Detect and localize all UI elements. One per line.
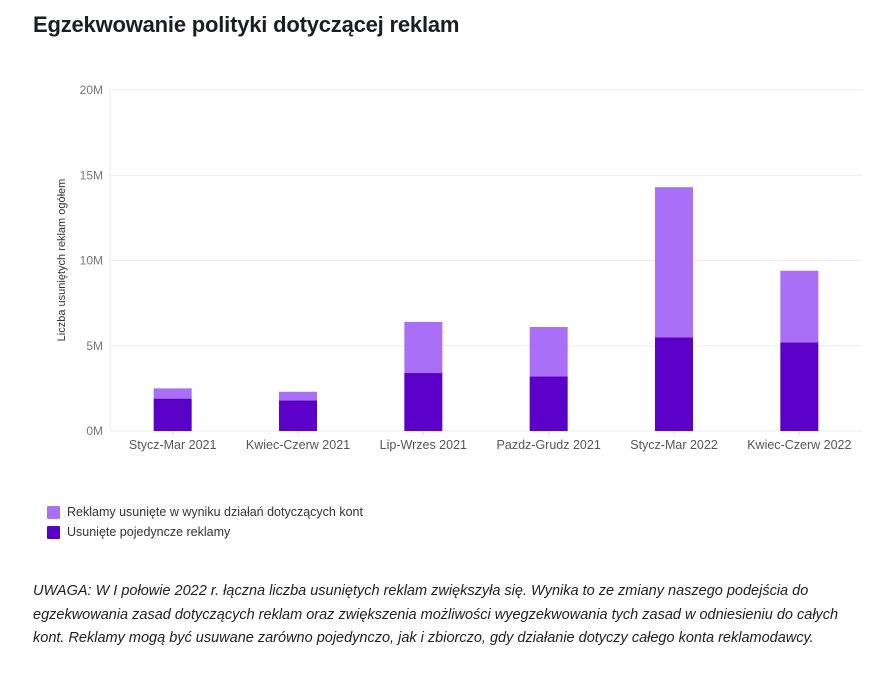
legend-item-single-ads[interactable]: Usunięte pojedyncze reklamy: [47, 522, 363, 542]
x-tick-label: Kwiec-Czerw 2022: [747, 438, 851, 452]
x-tick-label: Lip-Wrzes 2021: [380, 438, 467, 452]
legend-swatch-single-ads: [47, 525, 60, 539]
note-text: UWAGA: W I połowie 2022 r. łączna liczba…: [33, 583, 839, 646]
y-axis-ticks: 0M 5M 10M 15M 20M: [80, 83, 103, 438]
bar-segment[interactable]: [404, 321, 443, 374]
chart-title: Egzekwowanie polityki dotyczącej reklam: [33, 12, 460, 37]
bar-segment[interactable]: [780, 270, 819, 343]
bar-segment[interactable]: [279, 400, 317, 431]
bar-segment[interactable]: [529, 326, 568, 377]
legend-swatch-accounts: [47, 505, 60, 519]
bar-segment[interactable]: [404, 373, 443, 431]
legend-label-single-ads: Usunięte pojedyncze reklamy: [67, 525, 231, 539]
x-tick-label: Stycz-Mar 2021: [129, 438, 217, 452]
y-tick-label: 5M: [86, 339, 103, 353]
legend-label-accounts: Reklamy usunięte w wyniku działań dotycz…: [67, 505, 363, 519]
x-tick-label: Pazdz-Grudz 2021: [497, 438, 601, 452]
y-axis-label: Liczba usuniętych reklam ogółem: [56, 179, 68, 342]
x-axis-ticks: Stycz-Mar 2021 Kwiec-Czerw 2021 Lip-Wrzes …: [129, 431, 851, 452]
y-tick-label: 15M: [80, 168, 103, 182]
bar-segment[interactable]: [655, 187, 693, 338]
stacked-bar-chart: 0M 5M 10M 15M 20M Stycz-Mar 2021 Kwiec-Czerw …: [56, 83, 862, 452]
bars: [153, 187, 819, 431]
x-tick-label: Kwiec-Czerw 2021: [246, 438, 350, 452]
y-tick-label: 20M: [80, 83, 103, 97]
bar-segment[interactable]: [153, 398, 192, 431]
legend: Reklamy usunięte w wyniku działań dotycz…: [47, 502, 363, 542]
x-tick-label: Stycz-Mar 2022: [630, 438, 718, 452]
bar-segment[interactable]: [153, 388, 192, 399]
bar-segment[interactable]: [780, 342, 819, 431]
y-tick-label: 10M: [80, 254, 103, 268]
bar-segment[interactable]: [279, 391, 317, 401]
y-tick-label: 0M: [86, 424, 103, 438]
bar-segment[interactable]: [529, 376, 568, 431]
gridlines: [109, 89, 862, 432]
bar-segment[interactable]: [655, 337, 693, 431]
legend-item-accounts[interactable]: Reklamy usunięte w wyniku działań dotycz…: [47, 502, 363, 522]
